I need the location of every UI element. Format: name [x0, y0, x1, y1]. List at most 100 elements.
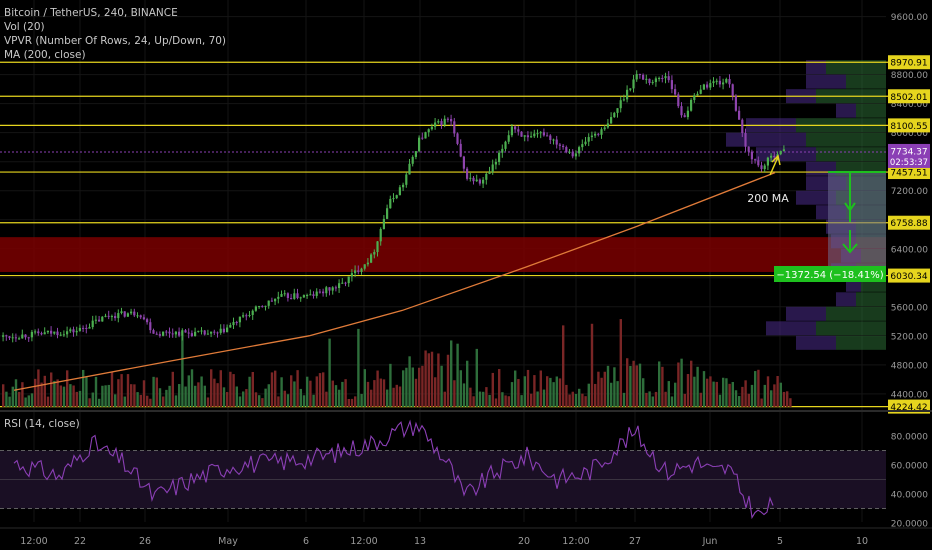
candle-body: [331, 287, 334, 291]
rsi-indicator-label[interactable]: RSI (14, close): [4, 418, 80, 430]
volume-bar: [603, 371, 606, 407]
candle-body: [542, 132, 545, 136]
symbol-title: Bitcoin / TetherUS, 240, BINANCE: [4, 7, 178, 19]
candle-body: [69, 329, 72, 332]
candle-body: [286, 293, 289, 298]
volume-bar: [507, 396, 510, 407]
candle-body: [264, 305, 267, 307]
candle-body: [85, 327, 88, 329]
volume-bar: [306, 376, 309, 407]
volume-bar: [366, 381, 370, 407]
candle-body: [366, 262, 369, 265]
candle-body: [530, 136, 533, 138]
volume-bar: [622, 392, 626, 407]
down-arrow-icon: [842, 243, 858, 254]
volume-bar: [312, 394, 315, 407]
volume-bar: [402, 370, 405, 407]
volume-bar: [347, 398, 350, 407]
volume-bar: [290, 375, 293, 407]
candle-body: [440, 121, 443, 126]
candle-body: [91, 320, 94, 328]
ma200-line: [13, 171, 776, 391]
y-tick-label: 8000.00: [891, 129, 928, 139]
vpvr-bar-down: [836, 103, 856, 118]
volume-bar: [91, 392, 94, 407]
volume-bar: [78, 390, 82, 407]
rsi-pane: 80.0000 60.0000 40.0000 20.0000: [0, 419, 928, 530]
candle-body: [520, 131, 523, 137]
candle-body: [453, 121, 456, 134]
candle-body: [114, 316, 117, 319]
candle-body: [763, 165, 766, 170]
candle-body: [165, 331, 168, 333]
candle-body: [200, 330, 203, 332]
volume-bar: [283, 390, 286, 407]
volume-bar: [34, 378, 37, 407]
volume-bar: [597, 371, 600, 407]
vpvr-bar-down: [796, 335, 836, 350]
ma200-annotation: 200 MA: [747, 192, 789, 205]
level-tag-bg: [888, 89, 930, 104]
x-tick-label: 13: [414, 536, 426, 547]
volume-bar: [616, 381, 619, 407]
volume-bar: [424, 350, 427, 407]
volume-bar: [331, 380, 334, 407]
candle-body: [478, 179, 481, 184]
candle-body: [338, 283, 341, 289]
volume-bar: [200, 376, 203, 407]
candle-body: [309, 294, 312, 296]
candle-body: [760, 165, 763, 170]
vpvr-indicator-label[interactable]: VPVR (Number Of Rows, 24, Up/Down, 70): [4, 35, 227, 47]
volume-bar: [386, 389, 389, 407]
volume-bar: [286, 394, 290, 407]
vpvr-bar-down: [796, 190, 836, 205]
volume-bar: [558, 378, 562, 407]
candle-body: [610, 117, 613, 124]
candle-body: [574, 153, 577, 157]
x-tick-label: 20: [518, 536, 530, 547]
volume-bar: [395, 384, 398, 407]
volume-bar: [450, 340, 453, 407]
volume-bar: [350, 398, 354, 407]
volume-bar: [178, 384, 181, 407]
volume-bar: [264, 388, 267, 407]
volume-bar: [533, 375, 536, 407]
candle-body: [24, 334, 27, 338]
current-price-tag-bg: [888, 143, 930, 168]
candle-body: [187, 332, 190, 334]
volume-bar: [520, 395, 523, 407]
candle-body: [302, 295, 305, 298]
volume-bar: [229, 371, 232, 407]
volume-bar: [779, 382, 782, 407]
candle-body: [674, 89, 677, 95]
volume-bar: [62, 386, 66, 407]
volume-bar: [434, 377, 437, 407]
candle-body: [274, 298, 277, 302]
volume-indicator-label[interactable]: Vol (20): [4, 21, 45, 33]
candle-body: [728, 79, 731, 85]
volume-bar: [664, 391, 667, 407]
volume-bar: [315, 376, 318, 407]
candle-body: [283, 293, 286, 295]
volume-bar: [475, 348, 478, 407]
vpvr-bar-down: [766, 321, 816, 336]
candle-body: [382, 218, 385, 230]
volume-bar: [248, 376, 251, 407]
volume-bar: [251, 371, 254, 407]
volume-bar: [526, 369, 530, 407]
volume-bar: [357, 328, 360, 407]
volume-bar: [706, 378, 709, 407]
volume-bar: [645, 392, 648, 407]
volume-bar: [334, 385, 338, 407]
volume-bar: [117, 379, 120, 407]
volume-bar: [338, 389, 341, 407]
level-tag-bg: [888, 55, 930, 70]
vpvr-bar-down: [836, 292, 856, 307]
candle-body: [606, 123, 609, 128]
candle-body: [2, 335, 5, 337]
ma-indicator-label[interactable]: MA (200, close): [4, 49, 86, 61]
candle-body: [75, 330, 78, 333]
rsi-legend[interactable]: RSI (14, close): [4, 417, 80, 431]
y-tick-label: 8400.00: [891, 100, 928, 110]
